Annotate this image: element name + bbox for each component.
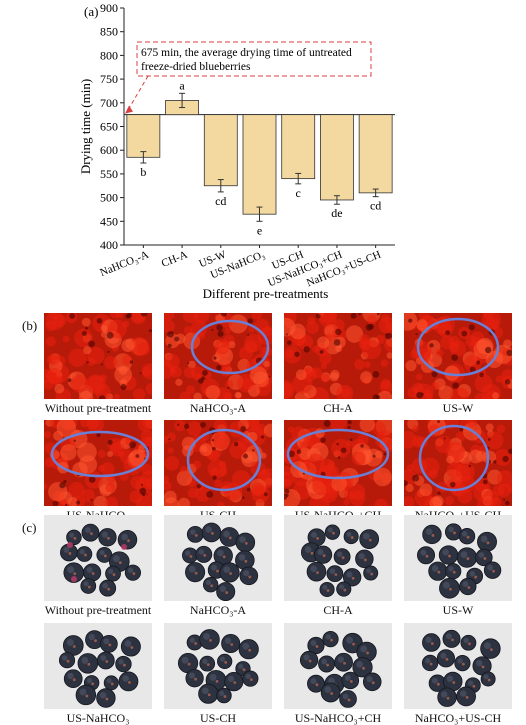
micrograph-image [284,313,392,399]
bar [359,115,392,193]
micrograph-grid: Without pre-treatment NaHCO₃-A CH-A US-W US-… [44,313,512,522]
blueberry-photo-panel: NaHCO₃-A [164,515,272,617]
micrograph-image [404,313,512,399]
blueberry-photo-panel: US-NaHCO₃ [44,623,152,725]
blueberry-photo [284,623,392,709]
micrograph-panel: CH-A [284,313,392,415]
micrograph-panel: US-W [404,313,512,415]
panel-a-label: (a) [84,4,98,19]
y-tick-label: 850 [100,25,118,39]
micrograph-panel: Without pre-treatment [44,313,152,415]
y-tick-label: 550 [100,167,118,181]
y-tick-label: 750 [100,72,118,86]
micrograph-panel: NaHCO₃+US-CH [404,420,512,522]
x-axis-label: Different pre-treatments [203,286,329,301]
micrograph-image [164,313,272,399]
blueberry-photo [404,515,512,601]
blueberry-photo [404,623,512,709]
y-tick-label: 400 [100,238,118,252]
micrograph-caption: CH-A [323,401,352,415]
significance-label: b [140,165,146,179]
y-tick-label: 500 [100,191,118,205]
photo-caption: US-NaHCO₃ [67,711,130,725]
significance-label: c [296,186,301,200]
y-tick-label: 650 [100,120,118,134]
micrograph-image [44,420,152,506]
annotation-text: freeze-dried blueberries [141,61,251,73]
blueberry-photo-panel: US-W [404,515,512,617]
micrograph-panel: US-NaHCO₃ [44,420,152,522]
significance-label: cd [370,199,381,213]
micrograph-image [44,313,152,399]
photo-caption: US-NaHCO₃+CH [295,711,381,725]
photo-caption: Without pre-treatment [45,603,151,617]
y-tick-label: 700 [100,96,118,110]
micrograph-image [164,420,272,506]
photo-caption: US-CH [200,711,236,725]
x-tick-label: NaHCO₃-A [98,249,150,279]
significance-label: cd [215,194,226,208]
blueberry-photo [44,623,152,709]
micrograph-caption: Without pre-treatment [45,401,151,415]
y-tick-label: 800 [100,48,118,62]
blueberry-photo-panel: Without pre-treatment [44,515,152,617]
photo-caption: NaHCO₃+US-CH [415,711,501,725]
photo-grid: Without pre-treatment NaHCO₃-A CH-A US-W US-… [44,515,512,725]
bar [282,115,315,179]
y-tick-label: 450 [100,214,118,228]
y-axis-label: Drying time (min) [78,79,93,174]
photo-caption: US-W [443,603,474,617]
micrograph-panel: US-NaHCO₃+CH [284,420,392,522]
blueberry-photo [164,515,272,601]
panel-b-label: (b) [22,318,37,334]
blueberry-photo [164,623,272,709]
annotation-text: 675 min, the average drying time of untr… [141,47,352,59]
micrograph-panel: NaHCO₃-A [164,313,272,415]
blueberry-photo [284,515,392,601]
panel-c-label: (c) [22,520,36,536]
bar [127,115,160,158]
micrograph-caption: NaHCO₃-A [190,401,246,415]
x-tick-label: CH-A [160,249,189,270]
blueberry-photo [44,515,152,601]
photo-caption: NaHCO₃-A [190,603,246,617]
blueberry-photo-panel: US-NaHCO₃+CH [284,623,392,725]
bar [320,115,353,200]
drying-time-chart: (a) 400 450 500 550 600 650 700 750 800 850 900 Dryi… [0,0,526,310]
bar [204,115,237,186]
micrograph-caption: US-W [443,401,474,415]
micrograph-image [284,420,392,506]
micrograph-panel: US-CH [164,420,272,522]
blueberry-photo-panel: US-CH [164,623,272,725]
bar [243,115,276,215]
significance-label: de [331,206,342,220]
blueberry-photo-panel: CH-A [284,515,392,617]
annotation: 675 min, the average drying time of untr… [125,42,371,114]
significance-label: a [179,78,185,92]
blueberry-photo-panel: NaHCO₃+US-CH [404,623,512,725]
photo-caption: CH-A [323,603,352,617]
y-tick-label: 600 [100,143,118,157]
significance-label: e [257,223,262,237]
micrograph-image [404,420,512,506]
y-tick-label: 900 [100,1,118,15]
